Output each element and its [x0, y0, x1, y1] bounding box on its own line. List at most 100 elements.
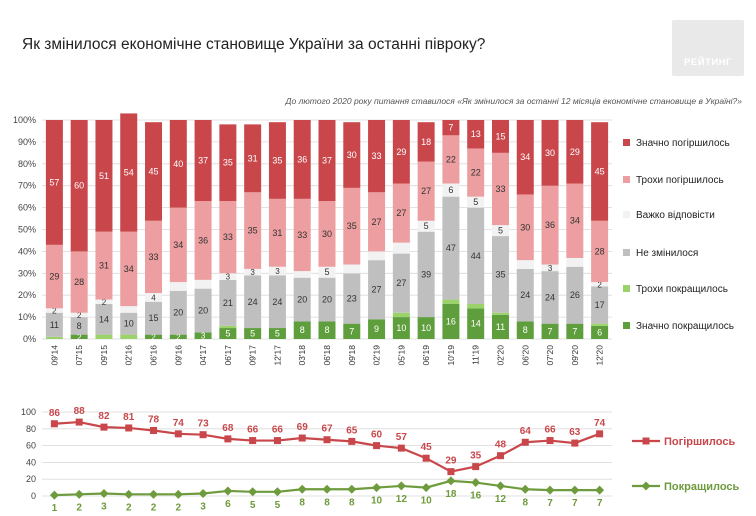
data-label: 65 [346, 425, 358, 436]
data-label: 10 [421, 496, 433, 507]
data-label: 8 [523, 325, 528, 335]
legend-label: Не змінилося [636, 248, 698, 259]
data-point [297, 484, 307, 494]
data-label: 23 [347, 293, 357, 303]
data-label: 34 [570, 216, 580, 226]
bar-segment [70, 251, 88, 313]
bar-segment [417, 220, 435, 232]
line-chart-y-axis: 0 20 40 60 80 100 [21, 407, 36, 501]
y-tick-label: 80 [26, 424, 36, 434]
data-label: 24 [248, 297, 258, 307]
data-label: 5 [324, 267, 329, 277]
data-point [173, 489, 183, 499]
bar-segment [541, 323, 559, 339]
data-label: 67 [321, 424, 333, 435]
bar-segment [45, 336, 63, 339]
bar-segment [120, 113, 138, 232]
bar-segment [591, 323, 609, 326]
x-tick-label: 03'18 [297, 345, 307, 366]
bar-segment [392, 317, 410, 339]
bar-segment [169, 120, 187, 208]
data-point [322, 484, 332, 494]
data-label: 31 [272, 228, 282, 238]
data-label: 14 [471, 319, 481, 329]
data-label: 7 [547, 498, 553, 509]
data-label: 33 [223, 232, 233, 242]
bar-segment [442, 120, 460, 136]
bar-segment [491, 152, 509, 226]
legend-swatch [623, 211, 630, 218]
data-label: 37 [198, 156, 208, 166]
data-label: 8 [349, 497, 355, 508]
data-label: 29 [570, 147, 580, 157]
bar-segment [566, 257, 584, 267]
bar-segment [145, 293, 163, 302]
bar-segment [442, 299, 460, 304]
data-label: 20 [173, 308, 183, 318]
y-tick-label: 60 [26, 441, 36, 451]
bar-segment [566, 183, 584, 258]
data-label: 12 [495, 494, 507, 505]
data-label: 7 [448, 123, 453, 133]
legend-label: Трохи погіршилось [636, 175, 724, 186]
x-tick-label: 02'20 [495, 345, 505, 366]
bar-segment [293, 321, 311, 339]
bar-segment [120, 334, 138, 339]
bar-segment [318, 277, 336, 322]
bar-segment [120, 312, 138, 335]
data-label: 35 [248, 226, 258, 236]
bar-segment [219, 273, 237, 280]
bar-segment [169, 207, 187, 283]
data-label: 45 [595, 166, 605, 176]
data-point [100, 423, 108, 431]
data-point [348, 437, 356, 445]
data-label: 81 [123, 412, 135, 423]
y-tick-label: 60% [18, 203, 36, 213]
data-label: 5 [473, 197, 478, 207]
y-tick-label: 0 [31, 491, 36, 501]
bar-segment [268, 198, 286, 267]
data-label: 18 [445, 489, 457, 500]
data-label: 6 [448, 185, 453, 195]
bar-segment [219, 201, 237, 274]
data-point [546, 437, 554, 445]
data-label: 16 [446, 316, 456, 326]
data-point [595, 485, 605, 495]
bar-segment [541, 120, 559, 186]
data-point [273, 437, 281, 445]
data-point [372, 483, 382, 493]
data-label: 9 [374, 324, 379, 334]
data-label: 73 [198, 419, 210, 430]
data-label: 31 [99, 261, 109, 271]
data-point [422, 454, 430, 462]
data-label: 7 [548, 326, 553, 336]
data-label: 2 [176, 333, 181, 342]
bar-chart-legend: Значно погіршилось Трохи погіршилось Важко… [623, 138, 734, 332]
data-point [347, 484, 357, 494]
data-label: 51 [99, 171, 109, 181]
bar-segment [368, 120, 386, 193]
data-label: 47 [446, 243, 456, 253]
legend-swatch [623, 249, 630, 256]
data-label: 22 [446, 154, 456, 164]
legend-label: Важко відповісти [636, 210, 715, 221]
data-point [373, 442, 381, 450]
bar-segment [293, 120, 311, 199]
data-label: 27 [372, 285, 382, 295]
data-point [596, 430, 604, 438]
data-label: 2 [52, 307, 57, 316]
data-label: 33 [495, 184, 505, 194]
y-tick-label: 40% [18, 246, 36, 256]
data-label: 2 [176, 502, 182, 513]
data-point [50, 420, 58, 428]
data-label: 68 [222, 423, 234, 434]
bar-segment [318, 201, 336, 267]
bar-segment [244, 124, 262, 193]
data-point [323, 436, 331, 444]
x-tick-label: 09'14 [49, 345, 59, 366]
bar-segment [169, 282, 187, 291]
data-label: 3 [226, 273, 231, 282]
bar-segment [541, 271, 559, 324]
data-label: 10 [124, 319, 134, 329]
